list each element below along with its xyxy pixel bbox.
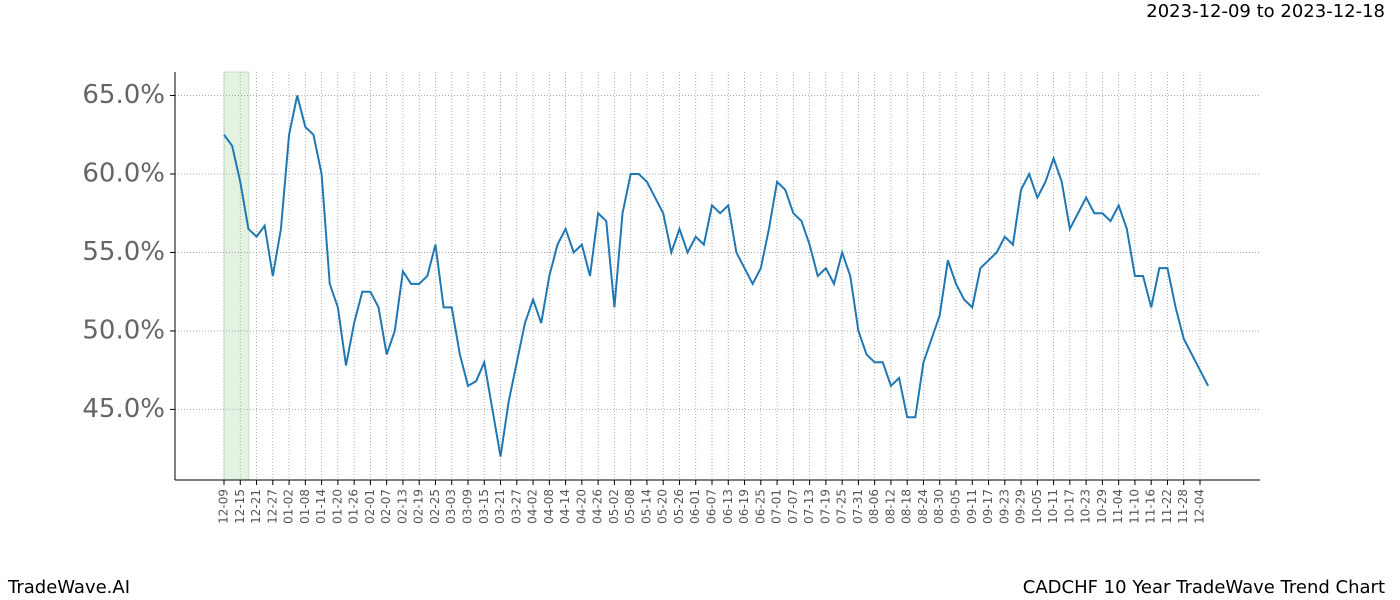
- x-tick-label: 04-26: [591, 489, 605, 524]
- line-series: [223, 95, 1210, 457]
- x-tick-label: 02-19: [412, 489, 426, 524]
- highlight-band: [223, 71, 250, 481]
- x-tick-label: 04-02: [526, 489, 540, 524]
- x-tick-label: 05-02: [607, 489, 621, 524]
- x-tick-label: 02-07: [379, 489, 393, 524]
- x-tick-label: 03-03: [444, 489, 458, 524]
- x-tick-label: 05-14: [639, 489, 653, 524]
- x-tick-label: 12-04: [1193, 489, 1207, 524]
- footer-right: CADCHF 10 Year TradeWave Trend Chart: [1023, 577, 1385, 598]
- x-tick-label: 07-01: [770, 489, 784, 524]
- x-tick-label: 10-11: [1046, 489, 1060, 524]
- x-tick-label: 01-14: [314, 489, 328, 524]
- x-tick-label: 12-15: [233, 489, 247, 524]
- x-tick-label: 10-17: [1062, 489, 1076, 524]
- y-tick-label: 65.0%: [82, 80, 165, 110]
- x-tick-label: 01-02: [282, 489, 296, 524]
- chart-title: 2023-12-09 to 2023-12-18: [1146, 1, 1385, 22]
- x-tick-label: 01-20: [330, 489, 344, 524]
- x-tick-label: 06-07: [705, 489, 719, 524]
- x-tick-label: 07-07: [786, 489, 800, 524]
- x-tick-label: 08-12: [883, 489, 897, 524]
- x-tick-label: 07-19: [818, 489, 832, 524]
- x-tick-label: 09-05: [949, 489, 963, 524]
- x-tick-label: 04-14: [558, 489, 572, 524]
- x-tick-label: 04-08: [542, 489, 556, 524]
- x-tick-label: 12-09: [217, 489, 231, 524]
- x-tick-label: 11-10: [1127, 489, 1141, 524]
- y-tick-label: 45.0%: [82, 394, 165, 424]
- x-tick-label: 09-11: [965, 489, 979, 524]
- x-tick-label: 11-22: [1160, 489, 1174, 524]
- x-tick-label: 06-01: [688, 489, 702, 524]
- x-tick-label: 07-25: [835, 489, 849, 524]
- x-tick-label: 02-25: [428, 489, 442, 524]
- x-tick-label: 10-05: [1030, 489, 1044, 524]
- x-tick-label: 07-31: [851, 489, 865, 524]
- x-tick-label: 01-26: [347, 489, 361, 524]
- x-tick-label: 04-20: [574, 489, 588, 524]
- x-tick-label: 11-04: [1111, 489, 1125, 524]
- x-tick-label: 09-29: [1014, 489, 1028, 524]
- y-tick-label: 55.0%: [82, 237, 165, 267]
- x-tick-label: 07-13: [802, 489, 816, 524]
- x-tick-label: 03-09: [461, 489, 475, 524]
- grid: [175, 72, 1260, 480]
- x-tick-label: 10-29: [1095, 489, 1109, 524]
- x-tick-label: 02-01: [363, 489, 377, 524]
- x-tick-label: 09-23: [997, 489, 1011, 524]
- x-tick-label: 05-08: [623, 489, 637, 524]
- x-tick-label: 12-21: [249, 489, 263, 524]
- x-tick-label: 08-30: [932, 489, 946, 524]
- x-tick-label: 01-08: [298, 489, 312, 524]
- y-tick-label: 60.0%: [82, 159, 165, 189]
- x-tick-label: 03-15: [477, 489, 491, 524]
- x-tick-label: 02-13: [395, 489, 409, 524]
- x-tick-label: 03-27: [509, 489, 523, 524]
- y-tick-label: 50.0%: [82, 315, 165, 345]
- x-tick-label: 10-23: [1079, 489, 1093, 524]
- x-tick-label: 05-20: [656, 489, 670, 524]
- x-tick-label: 06-13: [721, 489, 735, 524]
- x-tick-label: 06-19: [737, 489, 751, 524]
- x-tick-label: 08-06: [867, 489, 881, 524]
- footer-left: TradeWave.AI: [7, 577, 130, 598]
- x-tick-label: 12-27: [265, 489, 279, 524]
- x-tick-label: 06-25: [753, 489, 767, 524]
- x-tick-label: 09-17: [981, 489, 995, 524]
- x-tick-label: 11-16: [1144, 489, 1158, 524]
- x-tick-label: 08-24: [916, 489, 930, 524]
- x-tick-label: 03-21: [493, 489, 507, 524]
- x-tick-label: 08-18: [900, 489, 914, 524]
- x-tick-label: 11-28: [1176, 489, 1190, 524]
- x-tick-label: 05-26: [672, 489, 686, 524]
